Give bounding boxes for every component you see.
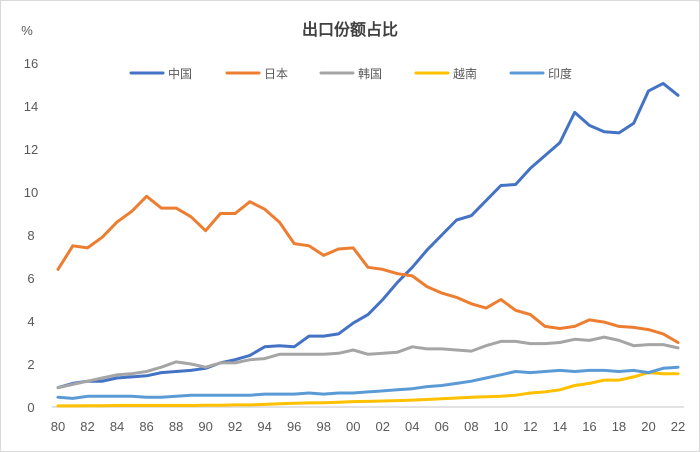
series-line-4 (56, 365, 680, 400)
legend-item: 越南 (414, 66, 477, 81)
x-tick-label: 94 (257, 419, 271, 434)
y-tick-label: 16 (24, 56, 38, 71)
legend-label: 越南 (453, 66, 477, 81)
y-tick-label: 2 (27, 357, 34, 372)
legend-item: 日本 (225, 67, 288, 81)
y-tick-label: 4 (27, 314, 34, 329)
legend-item: 韩国 (319, 66, 382, 81)
x-tick-label: 86 (139, 419, 153, 434)
x-tick-label: 18 (612, 419, 626, 434)
series-line-2 (56, 335, 680, 390)
x-tick-label: 92 (228, 419, 242, 434)
legend-label: 日本 (264, 67, 288, 81)
x-tick-label: 12 (523, 419, 537, 434)
x-tick-label: 02 (376, 419, 390, 434)
x-tick-label: 16 (582, 419, 596, 434)
legend-label: 韩国 (358, 66, 382, 81)
y-tick-label: 0 (27, 400, 34, 415)
x-tick-label: 04 (405, 419, 419, 434)
y-tick-label: 10 (24, 185, 38, 200)
x-tick-label: 82 (80, 419, 94, 434)
legend-label: 印度 (548, 66, 572, 81)
x-tick-label: 22 (671, 419, 685, 434)
y-tick-label: 8 (27, 228, 34, 243)
legend-item: 中国 (129, 66, 192, 81)
x-tick-label: 90 (198, 419, 212, 434)
y-tick-label: 12 (24, 142, 38, 157)
x-tick-label: 06 (435, 419, 449, 434)
x-tick-label: 88 (169, 419, 183, 434)
x-tick-label: 20 (641, 419, 655, 434)
y-tick-label: 14 (24, 99, 38, 114)
x-tick-label: 10 (494, 419, 508, 434)
y-axis-unit-label: % (21, 23, 33, 38)
x-tick-label: 96 (287, 419, 301, 434)
chart-title: 出口份额占比 (302, 20, 398, 39)
series-line-1 (56, 194, 680, 344)
x-tick-label: 98 (316, 419, 330, 434)
x-tick-label: 14 (553, 419, 567, 434)
x-tick-label: 00 (346, 419, 360, 434)
legend-label: 中国 (168, 66, 192, 81)
y-tick-label: 6 (27, 271, 34, 286)
series-line-3 (56, 371, 680, 408)
x-tick-label: 08 (464, 419, 478, 434)
series-line-0 (56, 81, 680, 390)
x-tick-label: 80 (51, 419, 65, 434)
legend-item: 印度 (509, 66, 572, 81)
x-tick-label: 84 (110, 419, 124, 434)
